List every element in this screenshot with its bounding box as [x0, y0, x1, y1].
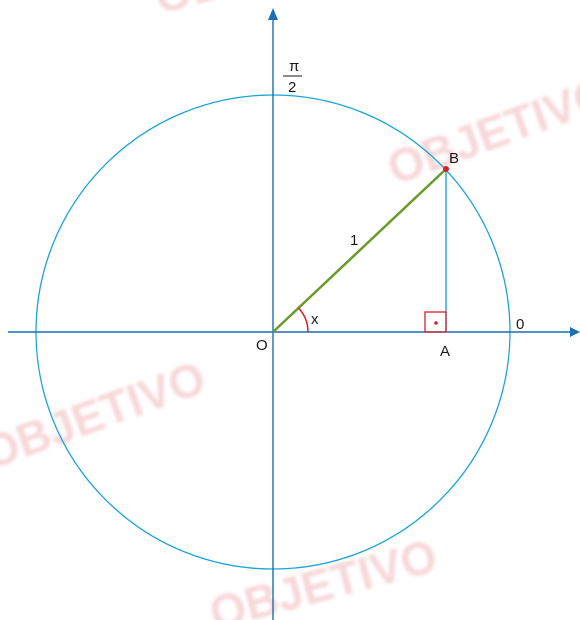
label-o: O: [256, 337, 268, 354]
label-x: x: [311, 311, 319, 328]
right-angle-mark: [424, 311, 447, 333]
pi-numerator: π: [289, 58, 299, 75]
label-a: A: [440, 343, 450, 360]
x-axis-arrow: [570, 327, 580, 337]
pi-denominator: 2: [288, 79, 296, 96]
watermark: OBJETIVO: [0, 351, 212, 479]
angle-arc: [297, 307, 309, 333]
point-b: [443, 166, 449, 172]
watermark: OBJETIVO: [149, 0, 387, 24]
label-b: B: [449, 150, 459, 167]
label-zero: 0: [516, 316, 524, 333]
y-axis-arrow: [268, 8, 278, 20]
radius-segment: [272, 168, 447, 333]
label-radius: 1: [350, 232, 358, 249]
watermark: OBJETIVO: [204, 529, 442, 620]
right-angle-dot: [434, 321, 438, 325]
watermark: OBJETIVO: [381, 66, 580, 194]
